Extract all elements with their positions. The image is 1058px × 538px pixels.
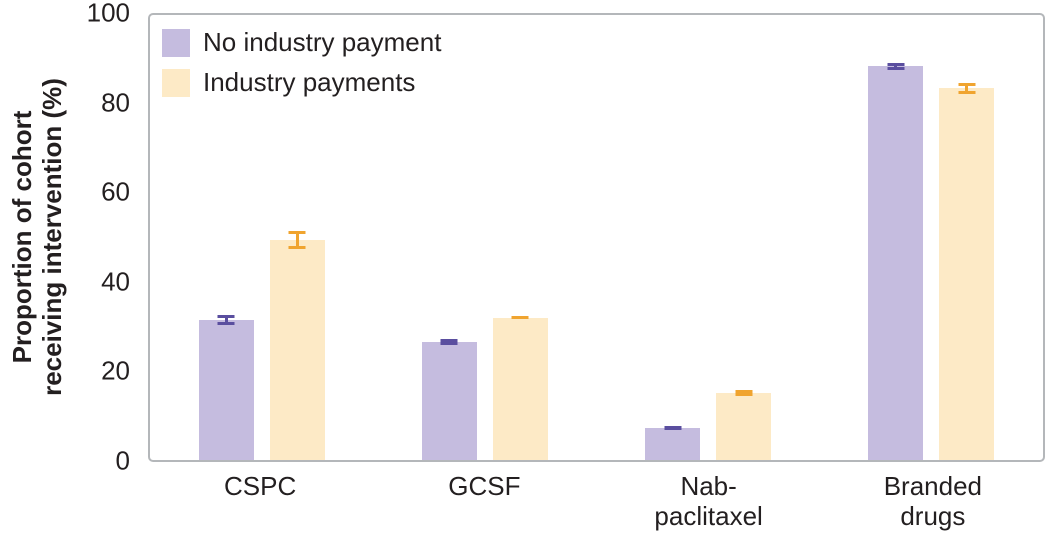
- error-bar-cap: [511, 316, 529, 320]
- legend-swatch-industry-payments: [162, 68, 190, 97]
- bar-group-branded-drugs: [820, 15, 1043, 460]
- bar-slot: [269, 15, 325, 460]
- error-bar-industry-payments-gcsf: [511, 315, 529, 320]
- x-axis-labels: CSPC GCSF Nab- paclitaxel Branded drugs: [148, 471, 1045, 531]
- error-bar-cap: [440, 341, 458, 345]
- error-bar-stem: [224, 314, 228, 326]
- error-bar-industry-payments-cspc: [288, 230, 306, 249]
- plot-area: No industry payment Industry payments: [148, 13, 1045, 462]
- error-bar-cap: [288, 245, 306, 249]
- bar-industry-payments-cspc: [269, 239, 325, 460]
- bar-slot: [868, 15, 924, 460]
- y-tick-label: 60: [101, 176, 130, 207]
- error-bar-industry-payments-nab-paclitaxel: [735, 390, 753, 397]
- legend: No industry payment Industry payments: [162, 27, 441, 98]
- error-bar-stem: [894, 62, 898, 70]
- bar-no-industry-payment-cspc: [198, 319, 254, 460]
- bar-no-industry-payment-branded-drugs: [868, 66, 924, 460]
- error-bar-industry-payments-branded-drugs: [958, 82, 976, 95]
- bar-groups: [150, 15, 1043, 460]
- bar-group-gcsf: [373, 15, 596, 460]
- bar-no-industry-payment-nab-paclitaxel: [645, 427, 701, 460]
- legend-item-no-industry-payment: No industry payment: [162, 27, 441, 58]
- error-bar-cap: [735, 393, 753, 397]
- bar-group-cspc: [150, 15, 373, 460]
- x-tick-label-cspc: CSPC: [224, 471, 297, 501]
- bar-slot: [716, 15, 772, 460]
- error-bar-no-industry-payment-nab-paclitaxel: [664, 425, 682, 431]
- y-tick-label: 20: [101, 355, 130, 386]
- error-bar-no-industry-payment-branded-drugs: [887, 62, 905, 70]
- bar-slot: [421, 15, 477, 460]
- bar-industry-payments-gcsf: [492, 317, 548, 460]
- error-bar-cap: [887, 66, 905, 70]
- error-bar-stem: [742, 390, 746, 397]
- y-tick-label: 100: [86, 0, 130, 28]
- y-tick-label: 0: [115, 445, 130, 476]
- error-bar-stem: [295, 230, 299, 249]
- error-bar-cap: [958, 91, 976, 95]
- y-axis-tick-labels: 0 20 40 60 80 100: [0, 0, 140, 476]
- bar-slot: [198, 15, 254, 460]
- y-tick-label: 80: [101, 87, 130, 118]
- x-tick-label-branded-drugs: Branded drugs: [883, 471, 983, 531]
- bar-group-nab-paclitaxel: [597, 15, 820, 460]
- x-tick-label-nab-paclitaxel: Nab- paclitaxel: [654, 471, 763, 531]
- y-tick-label: 40: [101, 266, 130, 297]
- x-tick-label-gcsf: GCSF: [448, 471, 521, 501]
- legend-label-no-industry-payment: No industry payment: [203, 27, 442, 57]
- bar-industry-payments-branded-drugs: [939, 88, 995, 460]
- legend-swatch-no-industry-payment: [162, 28, 190, 57]
- bar-no-industry-payment-gcsf: [421, 342, 477, 460]
- bar-industry-payments-nab-paclitaxel: [716, 393, 772, 460]
- error-bar-no-industry-payment-cspc: [217, 314, 235, 326]
- bar-slot: [939, 15, 995, 460]
- error-bar-stem: [965, 82, 969, 95]
- error-bar-cap: [664, 427, 682, 431]
- error-bar-cap: [217, 322, 235, 326]
- bar-slot: [492, 15, 548, 460]
- legend-item-industry-payments: Industry payments: [162, 67, 441, 98]
- error-bar-no-industry-payment-gcsf: [440, 339, 458, 345]
- bar-slot: [645, 15, 701, 460]
- legend-label-industry-payments: Industry payments: [203, 67, 416, 97]
